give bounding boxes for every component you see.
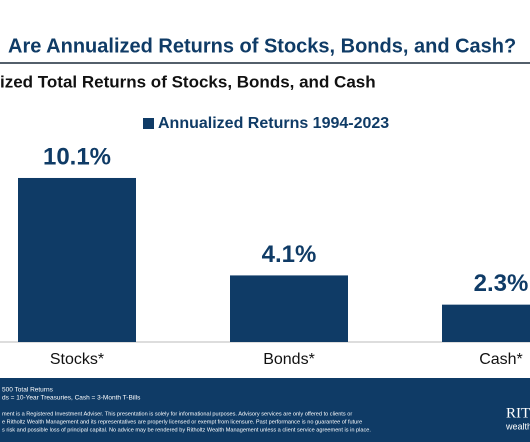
category-label: Bonds*: [263, 351, 315, 368]
legend-swatch: [143, 118, 154, 129]
footer-band: [0, 378, 530, 442]
logo: RIT: [506, 405, 530, 421]
disclaimer: ment is a Registered Investment Adviser.…: [2, 411, 352, 417]
disclaimer: e Ritholtz Wealth Management and its rep…: [2, 419, 362, 425]
category-label: Cash*: [479, 351, 523, 368]
category-label: Stocks*: [50, 351, 104, 368]
footer-note: 500 Total Returns: [2, 387, 54, 394]
chart-title: Are Annualized Returns of Stocks, Bonds,…: [8, 35, 516, 57]
legend-label: Annualized Returns 1994-2023: [158, 115, 389, 132]
bar: [230, 275, 348, 342]
subtitle: ized Total Returns of Stocks, Bonds, and…: [0, 72, 376, 91]
value-label: 4.1%: [262, 241, 317, 268]
value-label: 2.3%: [474, 270, 529, 297]
footer-note: ds = 10-Year Treasuries, Cash = 3-Month …: [2, 395, 141, 402]
value-label: 10.1%: [43, 143, 111, 170]
disclaimer: s risk and possible loss of principal ca…: [2, 427, 371, 433]
logo-sub: wealth: [505, 421, 530, 431]
bar: [442, 304, 530, 342]
bar: [18, 177, 136, 342]
